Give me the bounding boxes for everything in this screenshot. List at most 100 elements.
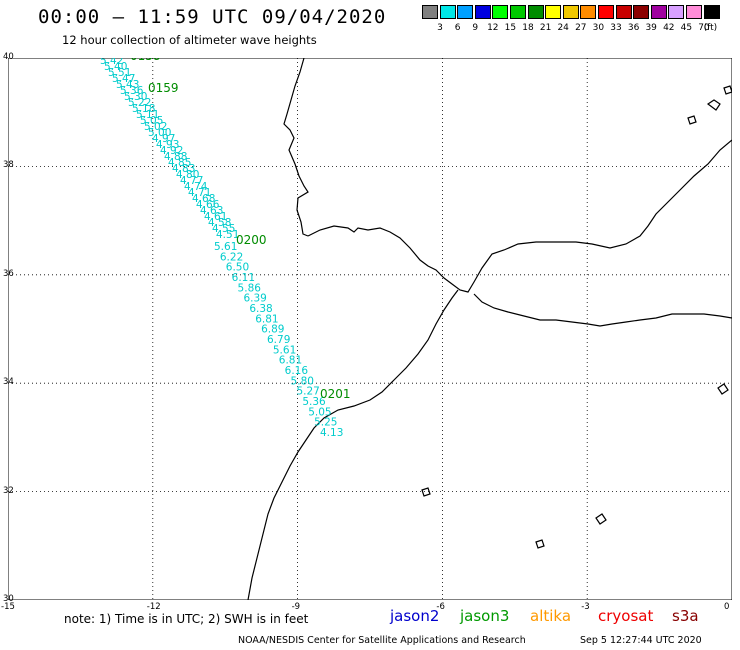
longitude-label: 0	[724, 602, 730, 612]
color-swatch	[474, 5, 491, 19]
swh-reading: 4.92	[160, 145, 183, 157]
swh-reading: 5.36	[302, 396, 326, 408]
swh-reading: 4.88	[164, 151, 187, 163]
color-swatch	[650, 5, 667, 19]
longitude-label: -12	[146, 602, 161, 612]
color-scale-label: 24	[557, 23, 569, 33]
time-labels: 0158 0159 0200 0201	[130, 58, 351, 401]
coastlines	[247, 58, 732, 600]
color-swatch	[615, 5, 632, 19]
pass-time-label: 0159	[148, 81, 179, 95]
swh-reading: 5.80	[291, 375, 314, 387]
swh-reading: 4.68	[192, 193, 215, 205]
color-swatch	[580, 5, 597, 19]
island-7	[535, 539, 545, 549]
latitude-label: 30	[3, 594, 14, 604]
latitude-label: 40	[3, 52, 14, 62]
color-swatch	[562, 5, 579, 19]
swh-reading: 6.89	[261, 324, 284, 336]
swh-reading: 4.51	[216, 229, 239, 241]
swh-reading: 4.55	[212, 223, 235, 235]
swh-reading: 6.81	[279, 355, 302, 367]
island-2	[723, 85, 732, 95]
altimeter-map: 5.385.425.405.515.475.435.365.305.225.18…	[8, 58, 732, 600]
north-africa-med-coast	[473, 293, 732, 327]
generated-timestamp: Sep 5 12:27:44 UTC 2020	[580, 635, 702, 646]
mission-jason3: jason3	[460, 607, 510, 625]
swh-reading: 5.00	[148, 127, 171, 139]
swh-reading: 6.39	[243, 293, 266, 305]
swh-reading: 6.50	[226, 262, 249, 274]
map-frame	[8, 58, 732, 600]
island-4	[717, 383, 729, 395]
swh-reading: 4.61	[204, 211, 227, 223]
color-scale-label: 9	[472, 23, 479, 33]
island-1	[706, 99, 721, 111]
color-swatch	[598, 5, 614, 19]
swh-reading: 5.30	[124, 91, 147, 103]
color-swatch	[510, 5, 526, 19]
color-swatch	[668, 5, 685, 19]
swh-reading: 4.71	[188, 187, 211, 199]
mission-s3a: s3a	[672, 607, 699, 625]
swh-reading: 4.63	[200, 205, 223, 217]
color-scale-label: 30	[592, 23, 605, 33]
color-swatch	[527, 5, 544, 19]
color-swatch	[439, 5, 456, 19]
swh-reading: 4.58	[208, 217, 231, 229]
color-swatch	[457, 5, 474, 19]
color-scale-label: 3	[437, 23, 443, 33]
swh-reading: 6.38	[249, 303, 272, 315]
pass-time-label: 0158	[130, 58, 161, 63]
swh-reading: 5.18	[132, 103, 155, 115]
lat-lon-grid	[8, 58, 732, 600]
island-5	[421, 487, 431, 497]
color-scale-label: 12	[487, 23, 499, 33]
footnote: note: 1) Time is in UTC; 2) SWH is in fe…	[64, 612, 309, 626]
swh-reading: 5.40	[104, 61, 127, 73]
mission-altika: altika	[530, 607, 572, 625]
color-scale-label: 33	[610, 23, 622, 33]
swh-reading: 4.83	[172, 163, 195, 175]
swh-reading: 4.77	[180, 175, 203, 187]
color-swatch	[633, 5, 650, 19]
swh-reading: 5.11	[136, 109, 159, 121]
iberia-south-coast	[307, 139, 732, 293]
pass-time-label: 0201	[320, 387, 351, 401]
color-scale-label: 36	[627, 23, 640, 33]
swh-reading: 5.25	[314, 417, 337, 429]
swh-reading: 6.11	[232, 272, 255, 284]
swh-reading: 6.81	[255, 313, 278, 325]
swh-reading: 6.22	[220, 251, 243, 263]
latitude-label: 38	[3, 160, 14, 171]
swh-reading: 4.97	[152, 133, 175, 145]
swh-reading: 5.05	[140, 115, 163, 127]
map-title: 00:00 – 11:59 UTC 09/04/2020	[38, 6, 387, 28]
map-subtitle: 12 hour collection of altimeter wave hei…	[62, 33, 317, 47]
swh-reading: 4.93	[156, 139, 179, 151]
swh-reading: 5.02	[144, 121, 167, 133]
swh-reading: 6.16	[285, 365, 309, 377]
swh-reading: 5.36	[120, 85, 144, 97]
color-swatch	[422, 5, 438, 19]
longitude-label: -3	[581, 602, 590, 612]
longitude-label: -6	[436, 602, 445, 612]
color-swatch	[545, 5, 562, 19]
color-scale-label: 45	[680, 23, 693, 33]
color-scale-label: 6	[454, 23, 461, 33]
longitude-label: -15	[1, 602, 15, 612]
morocco-atlantic-coast	[247, 289, 459, 600]
swh-reading: 5.61	[214, 241, 237, 253]
color-scale-label: 15	[504, 23, 517, 33]
iberia-atlantic-coast	[283, 58, 309, 237]
swh-reading: 5.51	[108, 67, 131, 79]
mission-jason2: jason2	[390, 607, 440, 625]
color-scale-unit: (ft)	[703, 23, 718, 33]
color-scale-label: 70	[698, 23, 710, 33]
color-swatch	[686, 5, 702, 19]
latitude-label: 34	[3, 377, 14, 388]
latitude-label: 36	[3, 268, 14, 279]
color-scale-label: 42	[663, 23, 675, 33]
latitude-label: 32	[3, 485, 14, 496]
island-6	[595, 513, 607, 525]
